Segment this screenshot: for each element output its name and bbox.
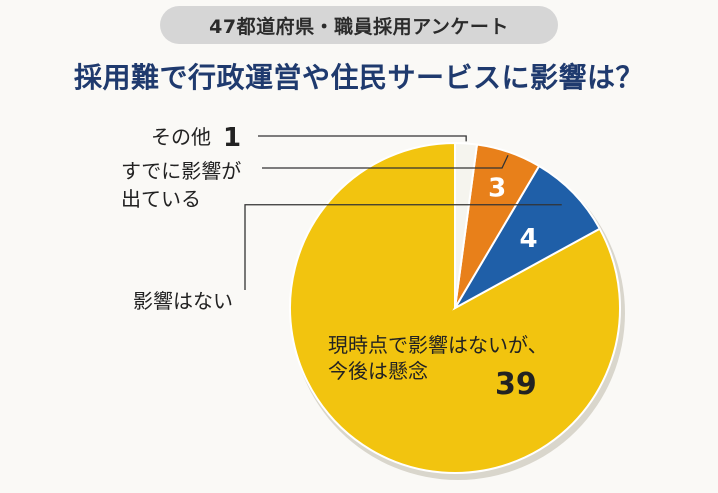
slice-label-orange-line2: 出ている [121,187,201,211]
slice-value-blue: 4 [519,224,537,254]
leader-line-other [258,135,467,142]
slice-label-big-line1: 現時点で影響はないが、 [328,333,548,357]
slice-label-blue: 影響はない [133,289,233,313]
slice-label-orange-line1: すでに影響が [121,159,241,183]
slice-value-orange: 3 [488,173,506,203]
chart-title: 採用難で行政運営や住民サービスに影響は？ [73,61,644,94]
slice-label-other: その他 [151,125,211,149]
slice-value-other: 1 [223,123,241,153]
leader-line-blue [244,204,562,290]
leader-line-orange [262,154,509,169]
slice-value-big: 39 [495,367,537,402]
slice-label-big-line2: 今後は懸念 [328,359,428,383]
pie-slice-4 [454,141,479,309]
pie-slice-2 [452,164,602,311]
survey-badge: 47都道府県・職員採用アンケート [160,6,558,44]
